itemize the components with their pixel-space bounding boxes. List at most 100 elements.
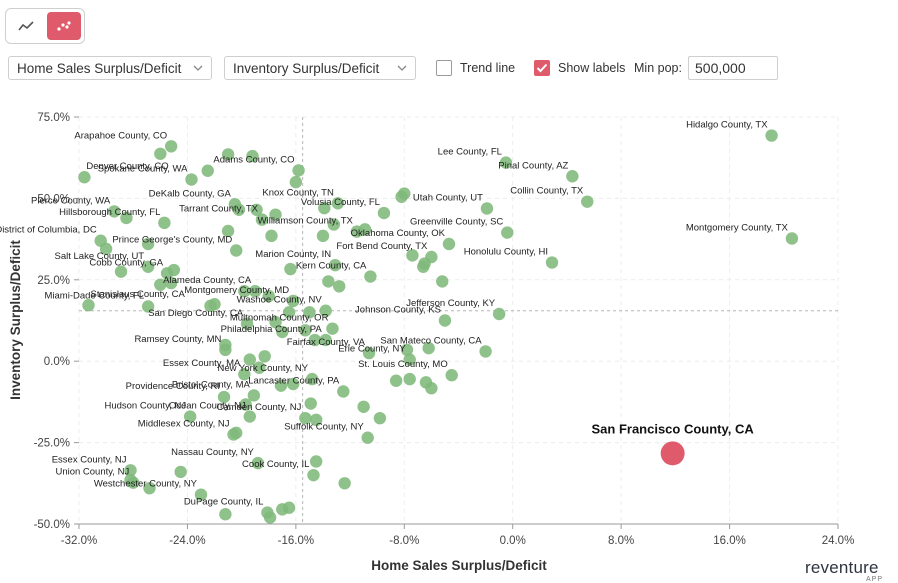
data-point[interactable] (243, 410, 256, 423)
data-point[interactable] (319, 333, 332, 347)
data-point[interactable] (262, 289, 275, 303)
data-point[interactable] (438, 314, 452, 327)
data-point[interactable] (403, 372, 416, 386)
data-point[interactable] (499, 156, 513, 169)
data-point[interactable] (238, 368, 251, 381)
data-point[interactable] (250, 203, 263, 216)
data-point[interactable] (286, 294, 300, 308)
data-point[interactable] (208, 298, 221, 311)
data-point[interactable] (400, 343, 414, 357)
data-point[interactable] (251, 456, 265, 470)
data-point[interactable] (141, 260, 155, 273)
data-point[interactable] (436, 275, 449, 288)
y-metric-select[interactable]: Inventory Surplus/Deficit (224, 56, 416, 80)
data-point[interactable] (308, 333, 322, 347)
data-point[interactable] (185, 173, 198, 186)
scatter-chart-button[interactable] (46, 12, 81, 40)
data-point[interactable] (284, 262, 297, 276)
data-point[interactable] (221, 224, 235, 238)
data-point[interactable] (255, 213, 269, 226)
data-point[interactable] (239, 398, 252, 411)
data-point[interactable] (327, 218, 341, 231)
data-point[interactable] (333, 280, 346, 293)
data-point[interactable] (406, 249, 419, 262)
data-point[interactable] (263, 511, 277, 524)
data-point[interactable] (269, 208, 282, 221)
data-point[interactable] (217, 390, 231, 404)
data-point[interactable] (328, 258, 342, 272)
data-point[interactable] (362, 346, 376, 360)
data-point[interactable] (357, 400, 370, 413)
data-point[interactable] (183, 410, 197, 423)
data-point[interactable] (364, 270, 377, 283)
data-point[interactable] (248, 284, 262, 298)
data-point[interactable] (403, 353, 416, 366)
data-point[interactable] (174, 465, 187, 479)
line-chart-button[interactable] (9, 12, 44, 40)
data-point[interactable] (309, 455, 323, 468)
data-point[interactable] (282, 306, 296, 319)
data-point[interactable] (326, 322, 339, 335)
data-point[interactable] (78, 171, 91, 184)
data-point[interactable] (143, 481, 156, 495)
data-point[interactable] (765, 129, 778, 142)
data-point[interactable] (154, 147, 167, 160)
data-point[interactable] (221, 148, 235, 161)
data-point[interactable] (361, 431, 374, 444)
data-point[interactable] (373, 411, 387, 425)
data-point[interactable] (167, 263, 181, 277)
data-point[interactable] (108, 205, 121, 218)
data-point[interactable] (331, 197, 345, 210)
data-point[interactable] (164, 276, 178, 290)
data-point[interactable] (240, 317, 254, 330)
data-point[interactable] (158, 216, 171, 230)
data-point[interactable] (282, 501, 296, 514)
data-point[interactable] (286, 377, 300, 391)
data-point[interactable] (164, 140, 178, 153)
data-point[interactable] (318, 201, 331, 215)
data-point[interactable] (425, 382, 438, 395)
data-point[interactable] (480, 202, 494, 215)
data-point[interactable] (154, 278, 167, 291)
data-point[interactable] (337, 385, 350, 398)
data-point[interactable] (785, 232, 799, 245)
data-point[interactable] (243, 353, 256, 366)
data-point[interactable] (232, 203, 246, 216)
data-point[interactable] (194, 488, 208, 501)
data-point[interactable] (120, 211, 133, 225)
data-point[interactable] (219, 508, 232, 521)
data-point[interactable] (219, 338, 232, 352)
data-point[interactable] (305, 372, 319, 386)
data-point[interactable] (581, 195, 594, 208)
data-point[interactable] (322, 275, 335, 288)
data-point[interactable] (246, 149, 259, 163)
data-point[interactable] (316, 229, 330, 243)
data-point[interactable] (258, 350, 271, 363)
data-point[interactable] (303, 306, 316, 319)
highlighted-point[interactable] (660, 441, 685, 466)
min-pop-input[interactable] (688, 56, 778, 80)
data-point[interactable] (377, 206, 391, 220)
trend-line-checkbox[interactable] (436, 60, 452, 76)
data-point[interactable] (338, 477, 351, 490)
data-point[interactable] (545, 256, 559, 269)
data-point[interactable] (289, 175, 303, 189)
data-point[interactable] (141, 237, 155, 251)
data-point[interactable] (389, 374, 403, 387)
data-point[interactable] (99, 242, 113, 256)
data-point[interactable] (309, 413, 323, 427)
data-point[interactable] (566, 170, 579, 183)
data-point[interactable] (501, 226, 514, 239)
data-point[interactable] (299, 411, 312, 425)
data-point[interactable] (307, 468, 320, 482)
data-point[interactable] (238, 284, 251, 298)
data-point[interactable] (114, 265, 128, 278)
data-point[interactable] (292, 164, 305, 177)
data-point[interactable] (247, 389, 261, 402)
data-point[interactable] (445, 369, 458, 382)
x-metric-select[interactable]: Home Sales Surplus/Deficit (8, 56, 212, 80)
data-point[interactable] (479, 345, 492, 358)
data-point[interactable] (265, 229, 278, 243)
data-point[interactable] (319, 304, 332, 317)
data-point[interactable] (276, 325, 289, 339)
